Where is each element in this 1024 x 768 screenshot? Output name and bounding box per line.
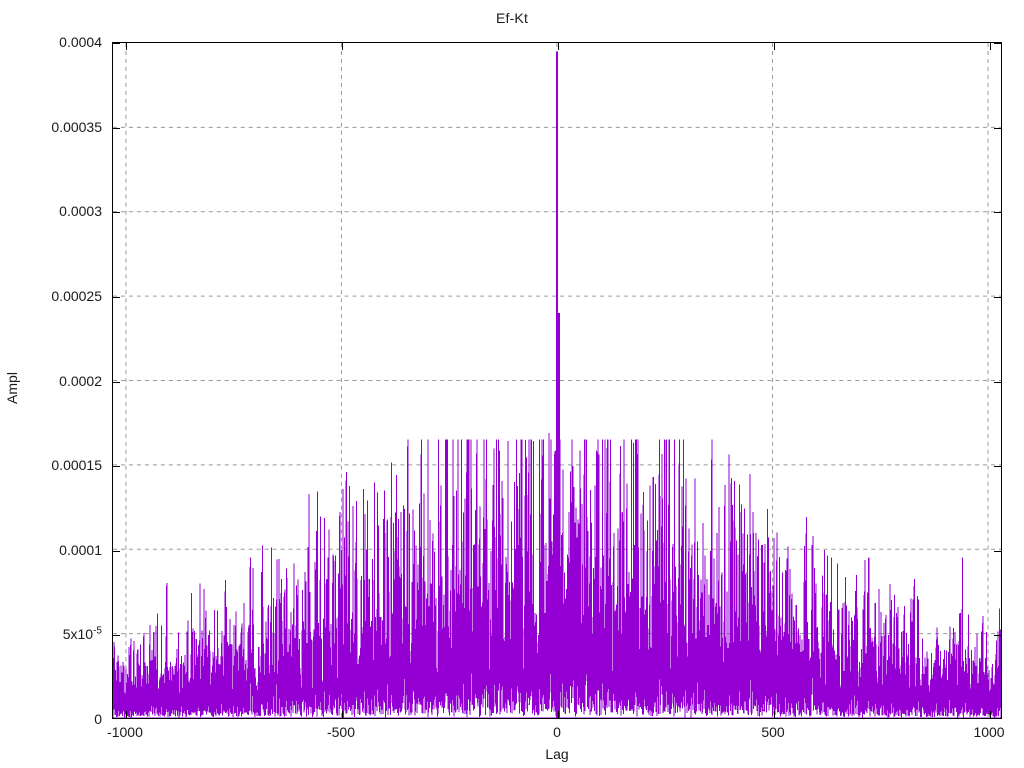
y-tick-label: 0.0003 — [59, 203, 102, 220]
x-tick-mark — [341, 43, 343, 50]
y-tick-mark — [113, 43, 120, 44]
y-tick-label: 0.00035 — [51, 118, 102, 135]
y-tick-label: 0.00015 — [51, 457, 102, 474]
x-tick-label: 0 — [553, 724, 561, 740]
chart-title: Ef-Kt — [495, 10, 529, 26]
y-tick-label: 0 — [94, 711, 102, 727]
y-axis-label: Ampl — [4, 372, 20, 404]
y-tick-mark — [113, 466, 120, 468]
x-tick-label: -1000 — [107, 724, 143, 740]
x-tick-mark — [125, 711, 127, 718]
x-tick-mark — [558, 43, 559, 50]
y-tick-mark — [113, 212, 120, 214]
x-tick-mark — [990, 711, 992, 718]
y-tick-label: 0.0001 — [59, 541, 102, 558]
y-tick-mark — [113, 296, 120, 298]
x-tick-label: 1000 — [973, 724, 1005, 740]
x-tick-mark — [341, 711, 343, 718]
y-tick-mark — [113, 127, 120, 129]
y-tick-mark — [994, 635, 1001, 637]
x-tick-label: -500 — [326, 724, 355, 740]
y-tick-mark — [994, 212, 1001, 214]
y-tick-mark — [994, 296, 1001, 298]
y-tick-mark — [113, 550, 120, 552]
y-tick-mark — [113, 635, 120, 637]
y-tick-mark — [994, 381, 1001, 383]
x-tick-mark — [990, 43, 992, 50]
y-tick-mark — [994, 466, 1001, 468]
data-series-impulses — [113, 51, 1001, 718]
y-tick-label: 0.00025 — [51, 287, 102, 304]
y-tick-label: 5x10-5 — [62, 625, 102, 643]
x-axis-label: Lag — [545, 746, 569, 762]
x-tick-mark — [558, 711, 559, 718]
plot-area — [112, 42, 1002, 719]
x-tick-label: 500 — [761, 724, 785, 740]
y-tick-mark — [994, 550, 1001, 552]
x-tick-mark — [774, 711, 776, 718]
y-tick-mark — [994, 127, 1001, 129]
x-tick-mark — [774, 43, 776, 50]
y-tick-mark — [113, 381, 120, 383]
y-tick-label: 0.0004 — [59, 34, 102, 50]
x-tick-mark — [125, 43, 127, 50]
y-tick-mark — [994, 43, 1001, 44]
